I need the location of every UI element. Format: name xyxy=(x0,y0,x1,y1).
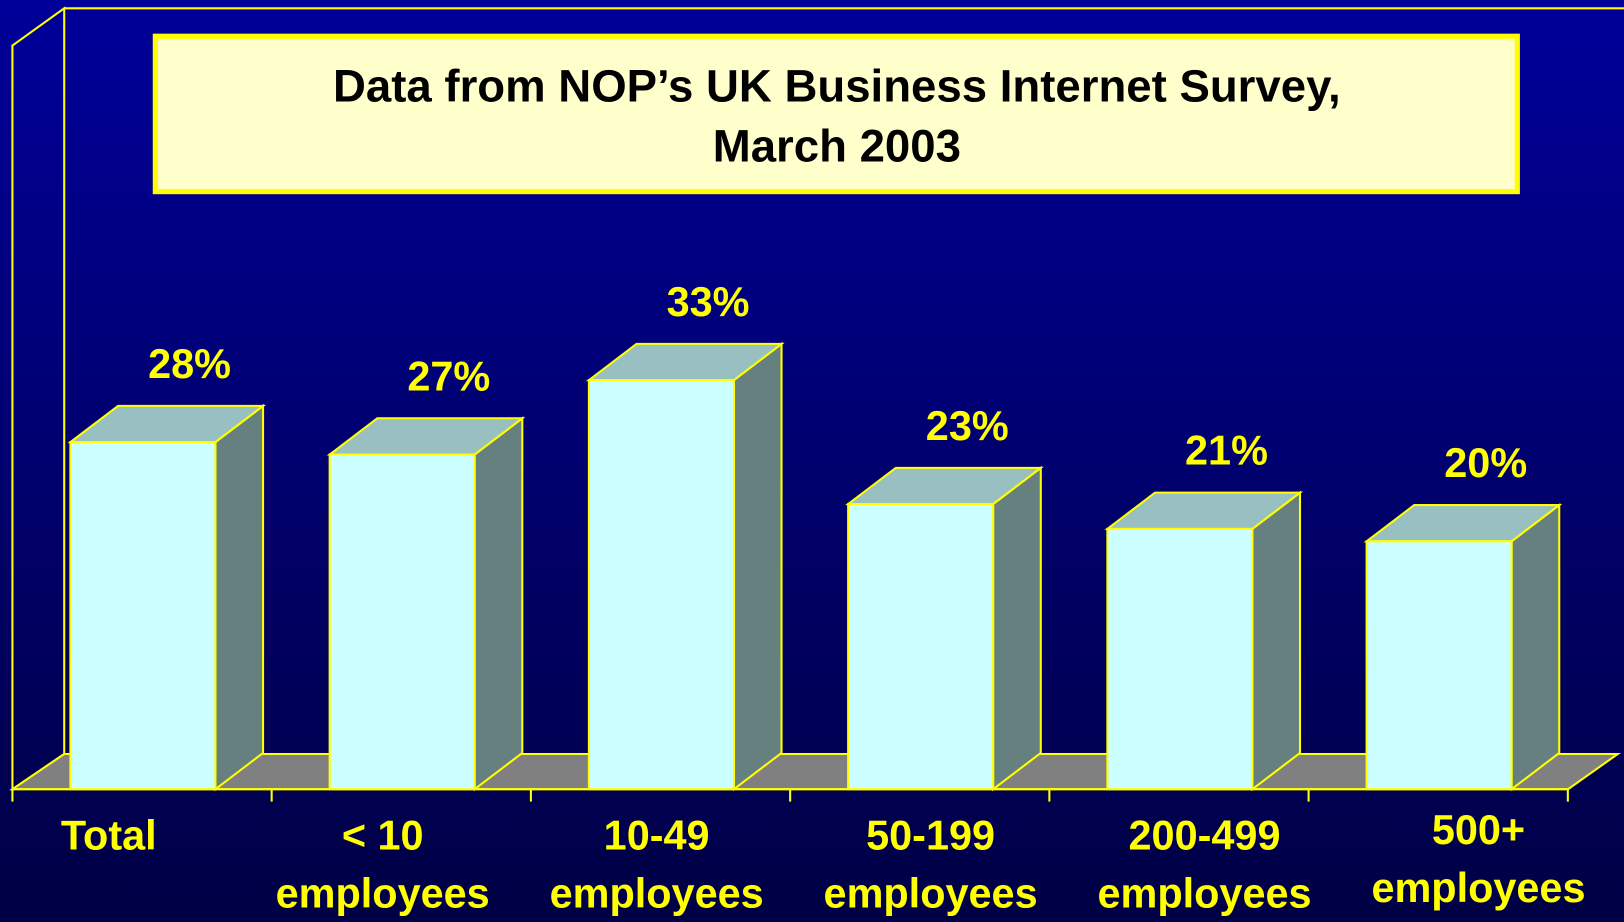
data-label: 28% xyxy=(148,341,231,387)
x-tick-label: 50-199 employees xyxy=(824,812,1038,916)
bar xyxy=(847,503,995,791)
data-label: 23% xyxy=(926,403,1009,449)
x-tick-label: Total xyxy=(61,812,157,858)
plot: Data from NOP’s UK Business Internet Sur… xyxy=(9,6,1624,916)
bar-side xyxy=(214,403,265,792)
bar-side xyxy=(1251,490,1302,792)
bar-side xyxy=(473,416,524,792)
x-tick-label: < 10 employees xyxy=(276,812,490,916)
bar-side xyxy=(992,465,1042,792)
x-tick-label: 200-499 employees xyxy=(1097,812,1311,916)
bar xyxy=(1106,527,1254,791)
chart-title: Data from NOP’s UK Business Internet Sur… xyxy=(333,60,1341,171)
data-label: 21% xyxy=(1185,428,1268,474)
bar-side xyxy=(732,341,783,792)
bar xyxy=(69,441,217,791)
data-label: 20% xyxy=(1444,440,1527,486)
bar xyxy=(587,379,735,791)
bar xyxy=(1365,540,1513,791)
x-tick-label: 10-49 employees xyxy=(550,812,764,916)
data-label: 27% xyxy=(407,353,490,399)
bar xyxy=(328,453,476,791)
bar-side xyxy=(1510,502,1561,792)
data-label: 33% xyxy=(667,279,750,325)
title-box xyxy=(152,33,1520,195)
x-tick-label: 500+ employees xyxy=(1371,807,1585,911)
